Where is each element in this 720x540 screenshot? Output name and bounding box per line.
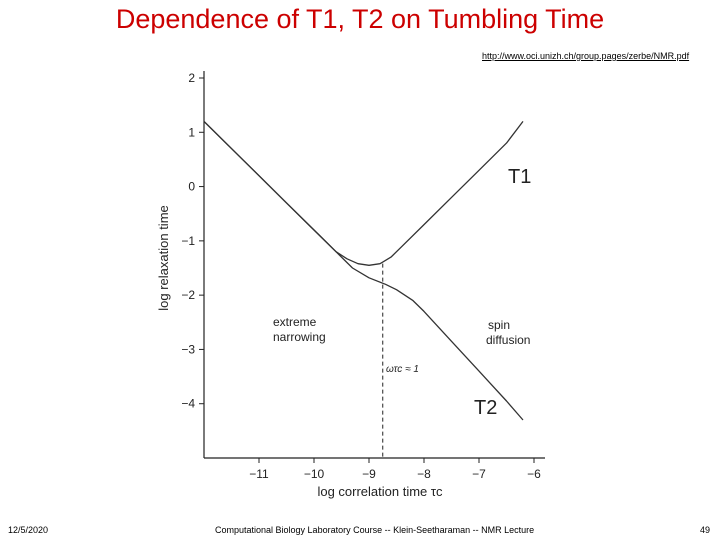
y-tick-label: 2 xyxy=(188,71,195,85)
x-tick-label: −11 xyxy=(249,467,269,481)
series-line-t2 xyxy=(203,120,524,421)
x-tick-label: −9 xyxy=(362,467,376,481)
y-axis-label: log relaxation time xyxy=(156,205,171,311)
y-tick-label: −3 xyxy=(181,342,195,356)
omega-tau-label: ωτc ≈ 1 xyxy=(386,364,419,375)
series-line-t1 xyxy=(203,120,524,266)
x-tick-label: −8 xyxy=(417,467,431,481)
y-tick-label: 0 xyxy=(188,180,195,194)
t2-curve-label: T2 xyxy=(474,397,497,419)
y-tick-label: −4 xyxy=(181,397,195,411)
footer-course-title: Computational Biology Laboratory Course … xyxy=(215,525,535,535)
y-tick-label: −1 xyxy=(181,234,195,248)
t1-curve-label: T1 xyxy=(508,166,531,188)
x-tick-label: −6 xyxy=(527,467,541,481)
footer-page-number: 49 xyxy=(700,525,711,535)
slide-title: Dependence of T1, T2 on Tumbling Time xyxy=(115,4,605,34)
spin-diffusion-label-line1: spin xyxy=(488,318,510,332)
x-tick-label: −10 xyxy=(304,467,325,481)
x-axis-label: log correlation time τc xyxy=(317,484,443,499)
spin-diffusion-label-line2: diffusion xyxy=(486,333,530,347)
x-tick-label: −7 xyxy=(472,467,486,481)
extreme-narrowing-label-line2: narrowing xyxy=(273,330,326,344)
extreme-narrowing-label-line1: extreme xyxy=(273,315,317,329)
y-tick-label: −2 xyxy=(181,288,195,302)
y-tick-label: 1 xyxy=(188,125,195,139)
footer-date: 12/5/2020 xyxy=(8,525,49,535)
source-url-link[interactable]: http://www.oci.unizh.ch/group.pages/zerb… xyxy=(482,51,690,61)
